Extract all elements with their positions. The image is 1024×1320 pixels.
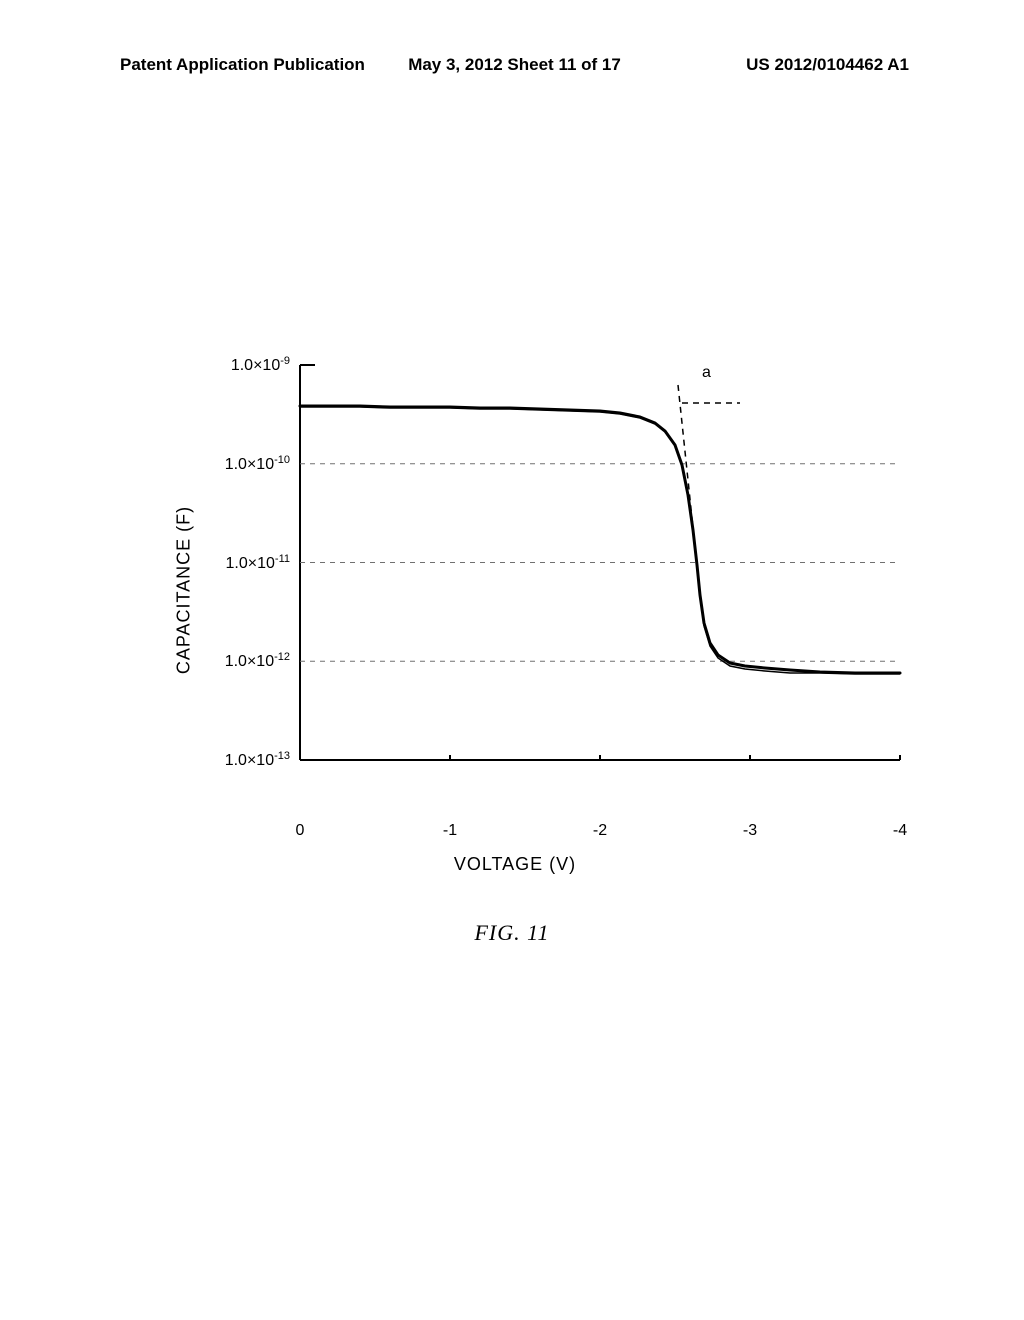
x-tick-label: 0 bbox=[296, 822, 305, 840]
cv-chart: CAPACITANCE (F) a 1.0×10-91.0×10-101.0×1… bbox=[130, 365, 900, 815]
x-tick-label: -4 bbox=[893, 822, 907, 840]
header-date-sheet: May 3, 2012 Sheet 11 of 17 bbox=[383, 55, 646, 75]
header-pub-number: US 2012/0104462 A1 bbox=[646, 55, 909, 75]
y-tick-label: 1.0×10-13 bbox=[225, 750, 290, 770]
page-header: Patent Application Publication May 3, 20… bbox=[0, 55, 1024, 75]
y-tick-label: 1.0×10-10 bbox=[225, 454, 290, 474]
y-axis-label: CAPACITANCE (F) bbox=[174, 506, 195, 674]
curve-annotation: a bbox=[702, 364, 711, 381]
x-tick-label: -3 bbox=[743, 822, 757, 840]
x-axis-label: VOLTAGE (V) bbox=[454, 854, 576, 875]
header-publication: Patent Application Publication bbox=[120, 55, 383, 75]
chart-svg: a bbox=[300, 365, 900, 760]
x-tick-label: -2 bbox=[593, 822, 607, 840]
y-tick-label: 1.0×10-12 bbox=[225, 651, 290, 671]
capacitance-curve bbox=[300, 406, 900, 674]
figure-caption: FIG. 11 bbox=[474, 920, 549, 946]
plot-area: a bbox=[300, 365, 900, 760]
y-tick-label: 1.0×10-9 bbox=[231, 355, 290, 375]
y-tick-label: 1.0×10-11 bbox=[226, 552, 290, 572]
x-tick-label: -1 bbox=[443, 822, 457, 840]
gridlines bbox=[300, 464, 900, 662]
